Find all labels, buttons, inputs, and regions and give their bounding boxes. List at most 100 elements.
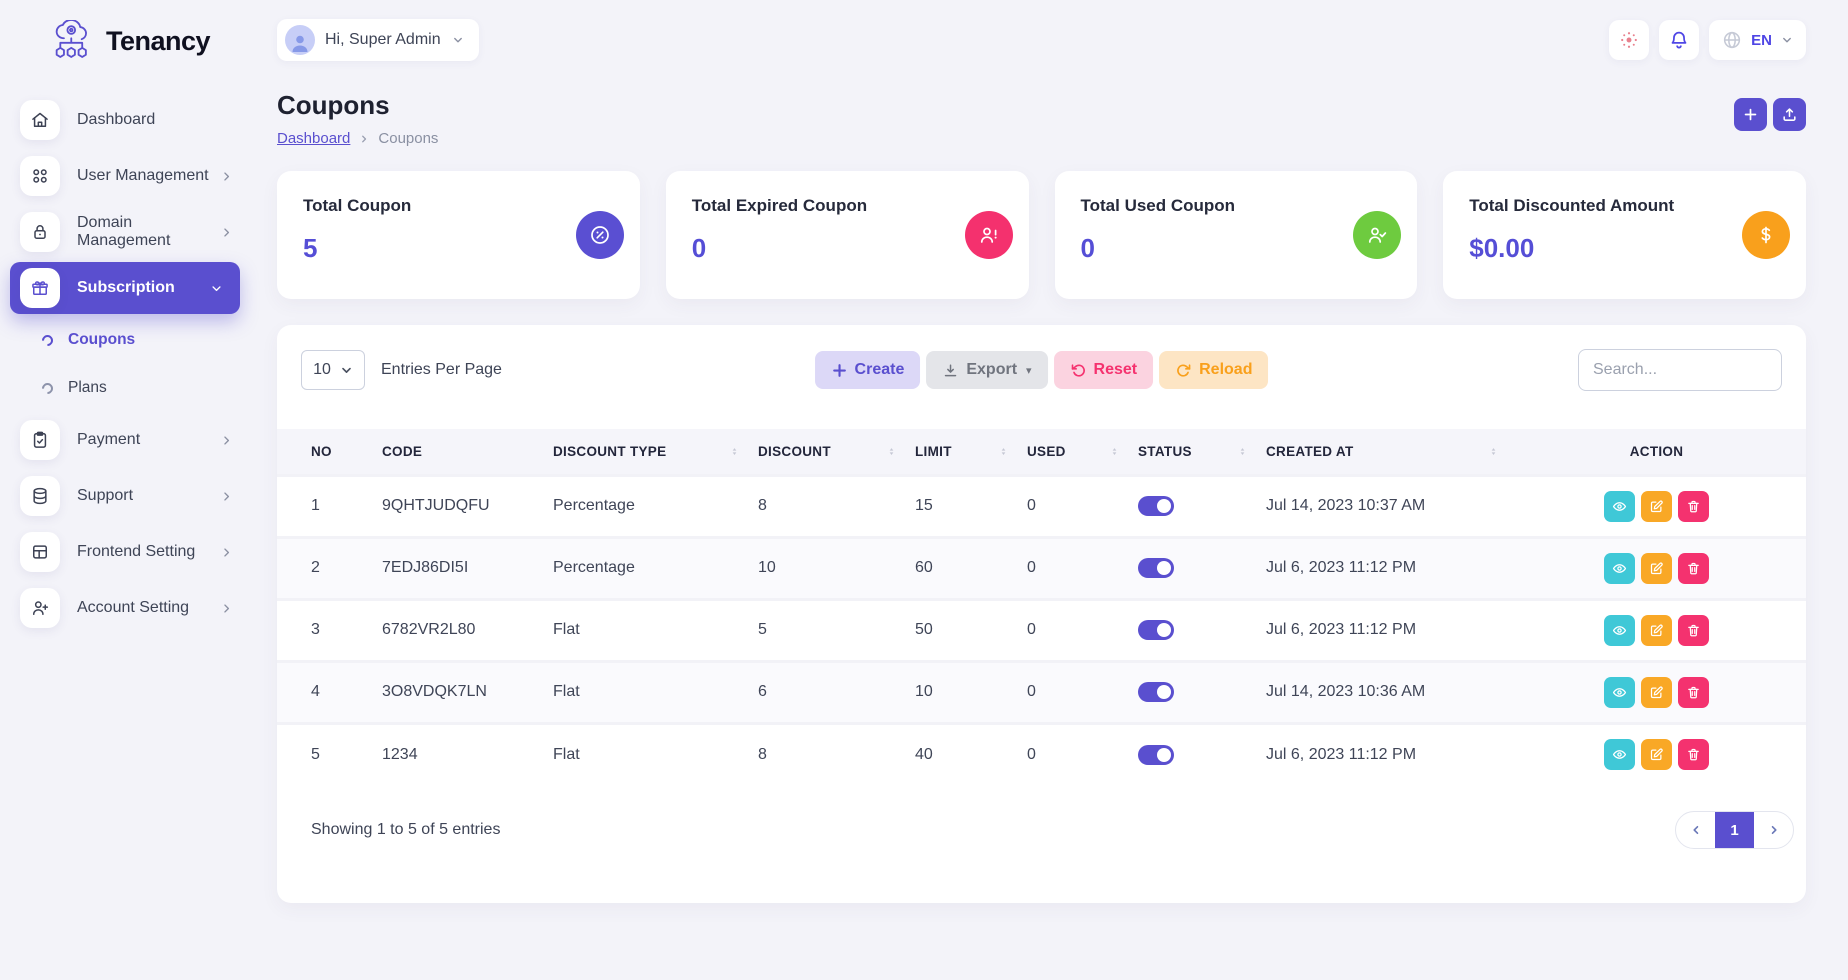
sidebar: Tenancy Dashboard User Management Domain M… [0, 0, 250, 980]
chevron-right-icon [224, 227, 230, 237]
search-input[interactable] [1578, 349, 1782, 391]
sidebar-item-domain-management[interactable]: Domain Management [0, 204, 250, 260]
pagination-prev-button[interactable] [1676, 812, 1715, 848]
breadcrumb: Dashboard Coupons [277, 130, 438, 147]
stat-title: Total Discounted Amount [1469, 196, 1675, 215]
chevron-down-icon [342, 367, 351, 373]
edit-button[interactable] [1641, 490, 1672, 522]
view-button[interactable] [1604, 676, 1635, 708]
stat-value: 5 [303, 233, 318, 263]
export-button[interactable]: Export ▾ [926, 351, 1048, 389]
view-button[interactable] [1604, 739, 1635, 771]
pagination-page-1[interactable]: 1 [1715, 812, 1754, 848]
column-label: DISCOUNT [758, 443, 831, 459]
sidebar-item-support[interactable]: Support [0, 468, 250, 524]
cell-code: 7EDJ86DI5I [382, 535, 553, 599]
cell-status [1138, 721, 1266, 785]
sidebar-item-account-setting[interactable]: Account Setting [0, 580, 250, 636]
edit-icon [1650, 623, 1663, 636]
sidebar-item-payment[interactable]: Payment [0, 412, 250, 468]
column-header-discount[interactable]: DISCOUNT [758, 429, 915, 475]
caret-down-icon: ▾ [1026, 364, 1032, 377]
column-header-limit[interactable]: LIMIT [915, 429, 1027, 475]
breadcrumb-dashboard-link[interactable]: Dashboard [277, 130, 351, 147]
edit-button[interactable] [1641, 614, 1672, 646]
column-label: NO [311, 443, 332, 459]
cell-action [1587, 535, 1806, 599]
sidebar-item-subscription[interactable]: Subscription [10, 262, 240, 314]
stat-card-total-used-coupon: Total Used Coupon 0 [1054, 171, 1418, 299]
lock-icon [20, 212, 60, 252]
cell-code: 3O8VDQK7LN [382, 659, 553, 723]
column-header-created-at[interactable]: CREATED AT [1266, 429, 1587, 475]
cell-no: 2 [277, 535, 382, 599]
sidebar-subitem-coupons[interactable]: Coupons [0, 316, 250, 364]
status-toggle[interactable] [1138, 620, 1174, 640]
cell-discount: 5 [758, 597, 915, 661]
column-label: LIMIT [915, 443, 952, 459]
cell-action [1587, 659, 1806, 723]
topbar-actions: EN [1609, 20, 1806, 60]
chevron-down-icon [212, 285, 221, 291]
delete-button[interactable] [1678, 739, 1709, 771]
column-header-action: ACTION [1587, 429, 1806, 475]
chevron-right-icon [224, 603, 230, 613]
add-coupon-button[interactable] [1734, 98, 1767, 131]
column-label: ACTION [1629, 443, 1684, 459]
edit-button[interactable] [1641, 676, 1672, 708]
user-plus-icon [20, 588, 60, 628]
column-header-status[interactable]: STATUS [1138, 429, 1266, 475]
delete-button[interactable] [1678, 676, 1709, 708]
cell-used: 0 [1027, 535, 1138, 599]
stat-title: Total Expired Coupon [691, 196, 868, 215]
status-toggle[interactable] [1138, 558, 1174, 578]
sun-icon [1621, 32, 1638, 48]
stat-card-total-expired-coupon: Total Expired Coupon 0 [665, 171, 1029, 299]
brand-logo[interactable]: Tenancy [0, 14, 250, 62]
pagination-next-button[interactable] [1754, 812, 1793, 848]
notifications-button[interactable] [1659, 20, 1700, 60]
delete-button[interactable] [1678, 614, 1709, 646]
reload-button[interactable]: Reload [1159, 351, 1269, 389]
status-toggle[interactable] [1138, 496, 1174, 516]
cell-discount-type: Percentage [553, 535, 758, 599]
table-row: 4 3O8VDQK7LN Flat 6 10 0 Jul 14, 2023 10:36 AM [277, 659, 1806, 723]
table-row: 3 6782VR2L80 Flat 5 50 0 Jul 6, 2023 11:12 PM [277, 597, 1806, 661]
view-button[interactable] [1604, 552, 1635, 584]
entries-per-page-select[interactable]: 10 [301, 350, 365, 390]
language-selector[interactable]: EN [1709, 20, 1806, 60]
delete-button[interactable] [1678, 490, 1709, 522]
view-button[interactable] [1604, 614, 1635, 646]
column-header-used[interactable]: USED [1027, 429, 1138, 475]
status-toggle[interactable] [1138, 744, 1174, 765]
percent-icon [575, 211, 624, 259]
column-header-discount-type[interactable]: DISCOUNT TYPE [553, 429, 758, 475]
plus-icon [832, 363, 846, 377]
dollar-icon [1742, 211, 1790, 259]
edit-button[interactable] [1641, 552, 1672, 584]
cell-limit: 40 [915, 721, 1027, 785]
sidebar-item-user-management[interactable]: User Management [0, 148, 250, 204]
grid-icon [20, 156, 60, 196]
user-menu[interactable]: Hi, Super Admin [277, 19, 479, 61]
sidebar-item-dashboard[interactable]: Dashboard [0, 92, 250, 148]
cell-discount-type: Flat [553, 721, 758, 785]
trash-icon [1688, 562, 1699, 574]
stat-card-total-discounted-amount: Total Discounted Amount $0.00 [1443, 171, 1806, 299]
user-check-icon [1353, 211, 1402, 259]
reset-button[interactable]: Reset [1053, 351, 1154, 389]
sidebar-item-frontend-setting[interactable]: Frontend Setting [0, 524, 250, 580]
chevron-right-icon [1771, 825, 1777, 835]
edit-icon [1650, 748, 1663, 761]
edit-button[interactable] [1641, 739, 1672, 771]
import-button[interactable] [1773, 98, 1806, 131]
view-button[interactable] [1604, 490, 1635, 522]
theme-toggle-button[interactable] [1609, 20, 1650, 60]
status-toggle[interactable] [1138, 682, 1174, 702]
eye-icon [1612, 750, 1627, 760]
create-button[interactable]: Create [814, 351, 921, 389]
delete-button[interactable] [1678, 552, 1709, 584]
sidebar-item-label: Dashboard [77, 111, 156, 128]
sidebar-subitem-plans[interactable]: Plans [0, 364, 250, 412]
